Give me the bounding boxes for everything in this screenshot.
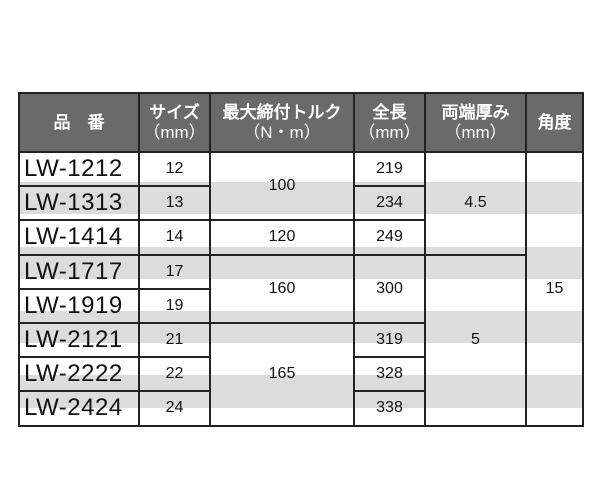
header-thickness-label: 両端厚み <box>441 102 510 122</box>
header-thickness-unit: （mm） <box>444 122 507 142</box>
table-row: LW-1212 12 100 219 4.5 15 <box>18 150 584 427</box>
header-size-unit: （mm） <box>143 122 206 142</box>
model-cell: LW-2121 <box>18 321 140 359</box>
length-cell: 300 <box>353 253 426 324</box>
length-cell: 234 <box>353 185 426 222</box>
model-cell: LW-1717 <box>18 253 140 290</box>
size-cell: 17 <box>138 253 211 290</box>
model-cell: LW-2222 <box>18 356 140 393</box>
size-cell: 24 <box>138 390 211 427</box>
length-cell: 338 <box>353 390 426 427</box>
torque-cell: 160 <box>209 253 355 324</box>
header-angle: 角度 <box>525 92 584 153</box>
header-length-label: 全長 <box>372 102 407 122</box>
header-length-unit: （mm） <box>358 122 421 142</box>
header-model: 品 番 <box>18 92 140 153</box>
table-row: LW-1717 17 160 300 5 <box>18 253 583 427</box>
table-row: LW-1313 13 234 <box>18 185 583 222</box>
torque-cell: 120 <box>209 219 355 256</box>
torque-cell: 165 <box>209 321 355 427</box>
table-row: LW-1919 19 <box>18 287 583 324</box>
length-cell: 249 <box>353 219 426 256</box>
angle-cell: 15 <box>525 151 584 427</box>
length-cell: 319 <box>353 321 426 359</box>
thickness-cell: 5 <box>424 253 527 427</box>
table-row: LW-1414 14 120 249 <box>18 219 583 256</box>
model-cell: LW-2424 <box>18 390 140 427</box>
header-torque: 最大締付トルク （N・m） <box>209 92 355 153</box>
size-cell: 22 <box>138 356 211 393</box>
table-row: LW-2121 21 165 319 <box>18 321 583 427</box>
header-torque-label: 最大締付トルク <box>222 102 342 122</box>
model-cell: LW-1414 <box>18 219 140 256</box>
size-cell: 12 <box>138 150 211 188</box>
thickness-cell: 4.5 <box>424 151 527 256</box>
size-cell: 21 <box>138 321 211 359</box>
header-thickness: 両端厚み （mm） <box>424 92 527 153</box>
header-length: 全長 （mm） <box>353 92 426 153</box>
header-row: 品 番 サイズ （mm） 最大締付トルク （N・m） 全長 （mm） 両端厚み （mm）… <box>18 92 584 153</box>
torque-cell: 100 <box>209 150 355 222</box>
model-cell: LW-1313 <box>18 185 140 222</box>
size-cell: 19 <box>138 287 211 324</box>
spec-table: 品 番 サイズ （mm） 最大締付トルク （N・m） 全長 （mm） 両端厚み （mm）… <box>18 92 584 427</box>
header-size: サイズ （mm） <box>138 92 211 153</box>
size-cell: 14 <box>138 219 211 256</box>
model-cell: LW-1919 <box>18 287 140 324</box>
table-row: LW-2222 22 328 <box>18 356 583 393</box>
header-size-label: サイズ <box>149 102 200 122</box>
length-cell: 219 <box>353 150 426 188</box>
table-row: LW-2424 24 338 <box>18 390 583 427</box>
header-torque-unit: （N・m） <box>243 122 321 142</box>
length-cell: 328 <box>353 356 426 393</box>
model-cell: LW-1212 <box>18 150 140 188</box>
size-cell: 13 <box>138 185 211 222</box>
